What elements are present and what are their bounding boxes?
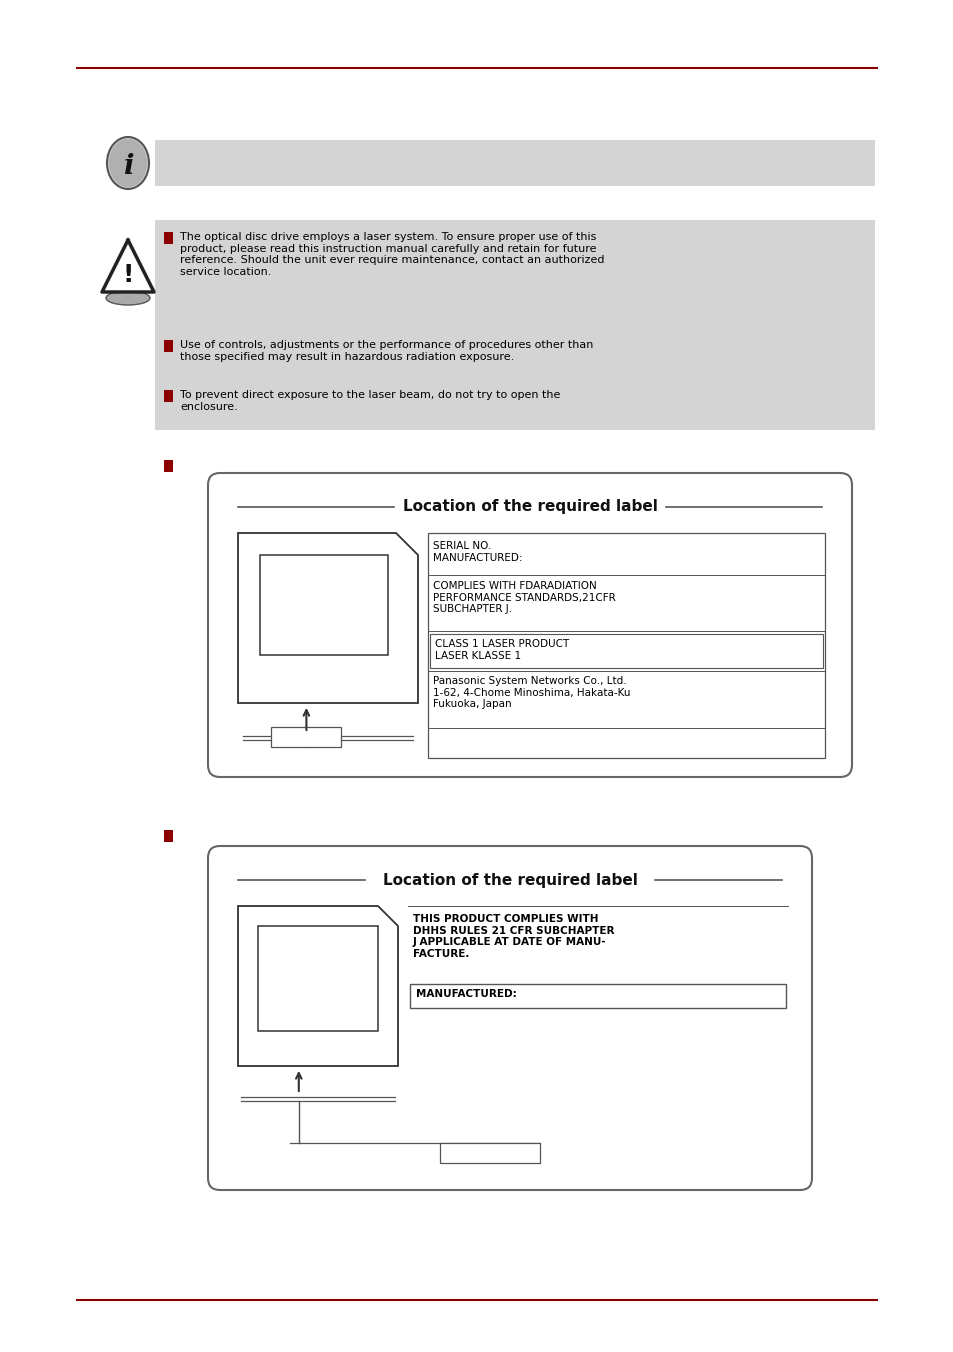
FancyBboxPatch shape xyxy=(208,846,811,1190)
Bar xyxy=(428,533,824,758)
Polygon shape xyxy=(237,906,397,1065)
Text: !: ! xyxy=(122,264,133,287)
Text: Panasonic System Networks Co., Ltd.
1-62, 4-Chome Minoshima, Hakata-Ku
Fukuoka, : Panasonic System Networks Co., Ltd. 1-62… xyxy=(433,676,630,710)
FancyBboxPatch shape xyxy=(208,473,851,777)
Text: Location of the required label: Location of the required label xyxy=(402,499,657,515)
Text: Use of controls, adjustments or the performance of procedures other than
those s: Use of controls, adjustments or the perf… xyxy=(180,339,593,361)
Bar xyxy=(164,339,172,352)
Text: CLASS 1 LASER PRODUCT
LASER KLASSE 1: CLASS 1 LASER PRODUCT LASER KLASSE 1 xyxy=(435,639,569,661)
Bar xyxy=(257,926,377,1032)
Polygon shape xyxy=(102,241,153,292)
Bar xyxy=(271,727,341,748)
Ellipse shape xyxy=(107,137,149,189)
Text: THIS PRODUCT COMPLIES WITH
DHHS RULES 21 CFR SUBCHAPTER
J APPLICABLE AT DATE OF : THIS PRODUCT COMPLIES WITH DHHS RULES 21… xyxy=(413,914,614,959)
Bar xyxy=(260,556,388,654)
Text: SERIAL NO.
MANUFACTURED:: SERIAL NO. MANUFACTURED: xyxy=(433,541,522,562)
Text: The optical disc drive employs a laser system. To ensure proper use of this
prod: The optical disc drive employs a laser s… xyxy=(180,233,604,277)
Text: Location of the required label: Location of the required label xyxy=(382,872,637,887)
Bar xyxy=(164,233,172,243)
Bar xyxy=(164,389,172,402)
Bar xyxy=(164,460,172,472)
Ellipse shape xyxy=(109,139,147,187)
Text: i: i xyxy=(123,153,133,180)
Text: COMPLIES WITH FDARADIATION
PERFORMANCE STANDARDS,21CFR
SUBCHAPTER J.: COMPLIES WITH FDARADIATION PERFORMANCE S… xyxy=(433,581,615,614)
Text: MANUFACTURED:: MANUFACTURED: xyxy=(416,990,517,999)
Bar xyxy=(439,1142,539,1163)
Bar xyxy=(164,830,172,842)
Bar xyxy=(154,220,874,430)
Text: To prevent direct exposure to the laser beam, do not try to open the
enclosure.: To prevent direct exposure to the laser … xyxy=(180,389,559,411)
Bar xyxy=(410,984,785,1009)
Bar xyxy=(154,141,874,187)
Polygon shape xyxy=(237,533,417,703)
Ellipse shape xyxy=(106,291,150,306)
Bar xyxy=(430,634,822,668)
